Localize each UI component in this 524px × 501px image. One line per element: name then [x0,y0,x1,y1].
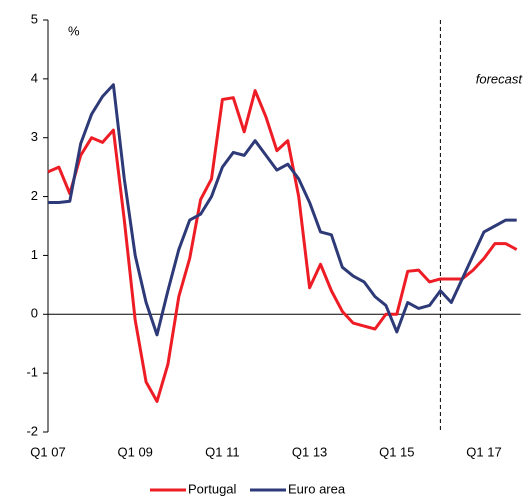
series-line [47,89,518,403]
y-tick-label: -1 [26,365,38,380]
x-tick-label: Q1 13 [292,444,327,459]
y-tick-label: 3 [31,129,38,144]
legend-label: Euro area [288,481,346,496]
y-tick-label: 2 [31,188,38,203]
y-unit-label: % [68,23,80,38]
x-tick-label: Q1 09 [117,444,152,459]
series-line [48,83,517,337]
y-tick-label: 5 [31,11,38,26]
x-tick-label: Q1 07 [30,444,65,459]
y-tick-label: 1 [31,247,38,262]
legend-label: Portugal [188,481,237,496]
y-tick-label: -2 [26,423,38,438]
forecast-label: forecast [476,71,524,86]
x-tick-label: Q1 17 [466,444,501,459]
y-tick-label: 0 [31,306,38,321]
x-tick-label: Q1 11 [205,444,239,459]
y-tick-label: 4 [31,70,38,85]
x-tick-label: Q1 15 [379,444,414,459]
